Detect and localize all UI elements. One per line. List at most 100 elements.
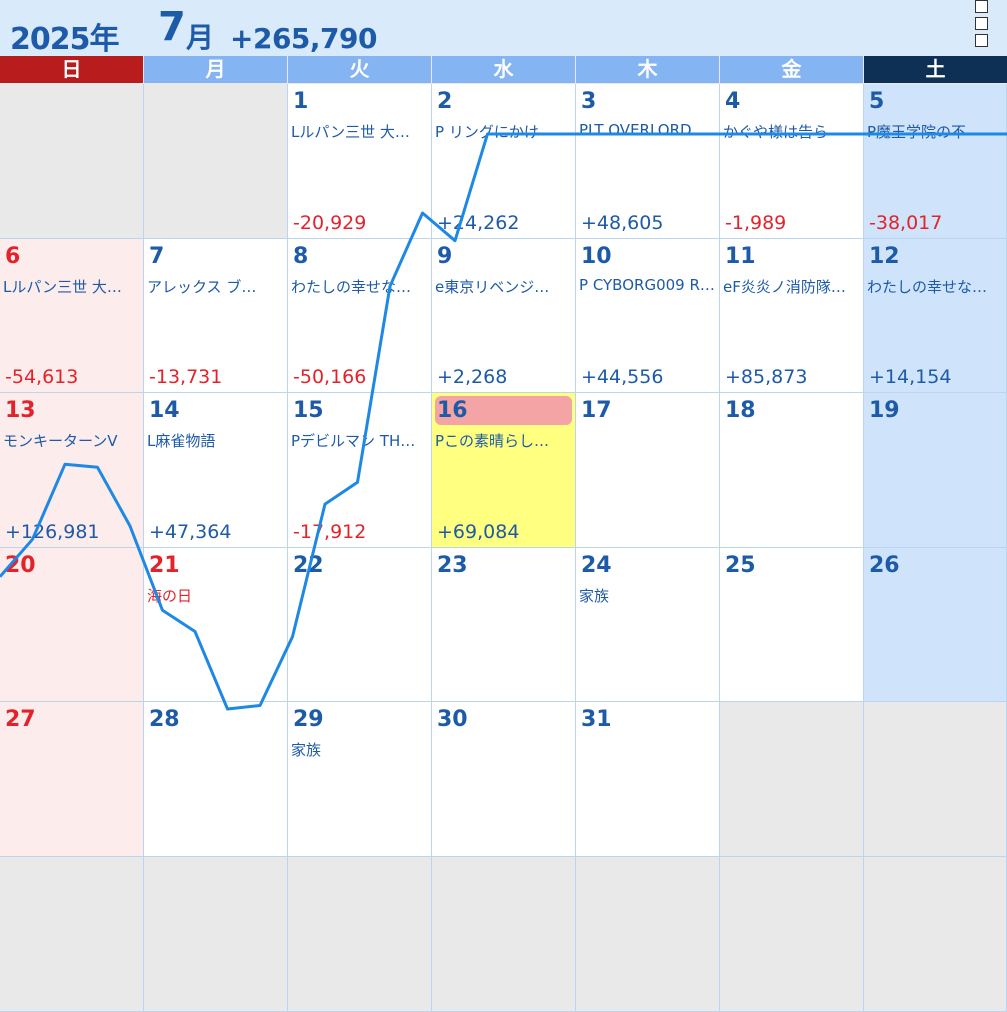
day-cell-24[interactable]: 24 家族 xyxy=(576,548,720,702)
day-cell-12[interactable]: 12 わたしの幸せな… +14,154 xyxy=(864,239,1007,393)
day-number: 22 xyxy=(293,553,324,578)
empty-day-cell[interactable] xyxy=(288,857,432,1012)
day-cell-29[interactable]: 29 家族 xyxy=(288,702,432,857)
daily-amount: -17,912 xyxy=(293,521,367,543)
daily-amount: -13,731 xyxy=(149,366,223,388)
day-number: 14 xyxy=(149,398,180,423)
day-number: 11 xyxy=(725,244,756,269)
daily-amount: +14,154 xyxy=(869,366,952,388)
day-cell-13[interactable]: 13 モンキーターンV +126,981 xyxy=(0,393,144,548)
empty-day-cell[interactable] xyxy=(144,84,288,239)
day-cell-4[interactable]: 4 かぐや様は告ら -1,989 xyxy=(720,84,864,239)
daily-amount: +85,873 xyxy=(725,366,808,388)
day-cell-20[interactable]: 20 xyxy=(0,548,144,702)
daily-amount: +69,084 xyxy=(437,521,520,543)
day-number: 9 xyxy=(437,244,453,269)
day-cell-22[interactable]: 22 xyxy=(288,548,432,702)
day-cell-7[interactable]: 7 アレックス ブ… -13,731 xyxy=(144,239,288,393)
day-number: 2 xyxy=(437,89,453,114)
day-cell-23[interactable]: 23 xyxy=(432,548,576,702)
day-cell-16[interactable]: 16 Pこの素晴らし… +69,084 xyxy=(432,393,576,548)
weekday-tue: 火 xyxy=(288,56,431,83)
event-label: かぐや様は告ら xyxy=(723,123,829,141)
day-cell-31[interactable]: 31 xyxy=(576,702,720,857)
holiday-label: 海の日 xyxy=(147,587,193,605)
monthly-total: +265,790 xyxy=(230,22,378,55)
weekday-sun: 日 xyxy=(0,56,143,83)
day-cell-25[interactable]: 25 xyxy=(720,548,864,702)
empty-day-cell[interactable] xyxy=(864,702,1007,857)
event-label: アレックス ブ… xyxy=(147,278,257,296)
event-label: Lルパン三世 大… xyxy=(3,278,122,296)
day-cell-15[interactable]: 15 Pデビルマン TH… -17,912 xyxy=(288,393,432,548)
year-label[interactable]: 2025年 xyxy=(10,22,119,57)
month-number[interactable]: 7 xyxy=(158,4,186,50)
event-label: L麻雀物語 xyxy=(147,432,216,450)
event-label: Pデビルマン TH… xyxy=(291,432,416,450)
day-cell-28[interactable]: 28 xyxy=(144,702,288,857)
empty-day-cell[interactable] xyxy=(576,857,720,1012)
day-cell-2[interactable]: 2 P リングにかけ +24,262 xyxy=(432,84,576,239)
event-label: Lルパン三世 大… xyxy=(291,123,410,141)
day-cell-21[interactable]: 21 海の日 xyxy=(144,548,288,702)
day-cell-14[interactable]: 14 L麻雀物語 +47,364 xyxy=(144,393,288,548)
day-number: 10 xyxy=(581,244,612,269)
day-number: 29 xyxy=(293,707,324,732)
daily-amount: +44,556 xyxy=(581,366,664,388)
event-label: PLT OVERLORD xyxy=(579,121,692,139)
daily-amount: -20,929 xyxy=(293,212,367,234)
empty-day-cell[interactable] xyxy=(720,857,864,1012)
empty-day-cell[interactable] xyxy=(720,702,864,857)
empty-day-cell[interactable] xyxy=(864,857,1007,1012)
day-number: 21 xyxy=(149,553,180,578)
day-number: 30 xyxy=(437,707,468,732)
day-number: 24 xyxy=(581,553,612,578)
daily-amount: -50,166 xyxy=(293,366,367,388)
empty-day-cell[interactable] xyxy=(144,857,288,1012)
empty-day-cell[interactable] xyxy=(432,857,576,1012)
day-number: 15 xyxy=(293,398,324,423)
empty-day-cell[interactable] xyxy=(0,857,144,1012)
day-cell-5[interactable]: 5 P魔王学院の不 -38,017 xyxy=(864,84,1007,239)
calendar-grid: 1 Lルパン三世 大… -20,929 2 P リングにかけ +24,262 3 PLT OV… xyxy=(0,84,1007,1012)
day-cell-26[interactable]: 26 xyxy=(864,548,1007,702)
event-label: 家族 xyxy=(291,741,322,759)
menu-icon[interactable] xyxy=(975,0,989,52)
day-cell-1[interactable]: 1 Lルパン三世 大… -20,929 xyxy=(288,84,432,239)
day-number: 25 xyxy=(725,553,756,578)
day-cell-11[interactable]: 11 eF炎炎ノ消防隊… +85,873 xyxy=(720,239,864,393)
empty-day-cell[interactable] xyxy=(0,84,144,239)
day-number: 19 xyxy=(869,398,900,423)
day-number: 28 xyxy=(149,707,180,732)
weekday-sat: 土 xyxy=(864,56,1007,83)
day-cell-27[interactable]: 27 xyxy=(0,702,144,857)
daily-amount: +48,605 xyxy=(581,212,664,234)
weekday-header-row: 日 月 火 水 木 金 土 xyxy=(0,56,1007,84)
day-cell-18[interactable]: 18 xyxy=(720,393,864,548)
day-number: 13 xyxy=(5,398,36,423)
day-number: 16 xyxy=(437,398,468,423)
daily-amount: +24,262 xyxy=(437,212,520,234)
day-number: 27 xyxy=(5,707,36,732)
daily-amount: +47,364 xyxy=(149,521,232,543)
daily-amount: -38,017 xyxy=(869,212,943,234)
weekday-wed: 水 xyxy=(432,56,575,83)
day-number: 17 xyxy=(581,398,612,423)
day-cell-19[interactable]: 19 xyxy=(864,393,1007,548)
day-cell-8[interactable]: 8 わたしの幸せな… -50,166 xyxy=(288,239,432,393)
event-label: Pこの素晴らし… xyxy=(435,432,550,450)
day-cell-3[interactable]: 3 PLT OVERLORD +48,605 xyxy=(576,84,720,239)
event-label: e東京リベンジ… xyxy=(435,278,550,296)
day-cell-6[interactable]: 6 Lルパン三世 大… -54,613 xyxy=(0,239,144,393)
day-cell-9[interactable]: 9 e東京リベンジ… +2,268 xyxy=(432,239,576,393)
day-cell-17[interactable]: 17 xyxy=(576,393,720,548)
day-cell-10[interactable]: 10 P CYBORG009 R… +44,556 xyxy=(576,239,720,393)
daily-amount: -1,989 xyxy=(725,212,787,234)
event-label: わたしの幸せな… xyxy=(867,278,988,296)
daily-amount: +126,981 xyxy=(5,521,100,543)
day-cell-30[interactable]: 30 xyxy=(432,702,576,857)
event-label: P CYBORG009 R… xyxy=(579,276,715,294)
event-label: モンキーターンV xyxy=(3,432,118,450)
day-number: 1 xyxy=(293,89,309,114)
weekday-mon: 月 xyxy=(144,56,287,83)
